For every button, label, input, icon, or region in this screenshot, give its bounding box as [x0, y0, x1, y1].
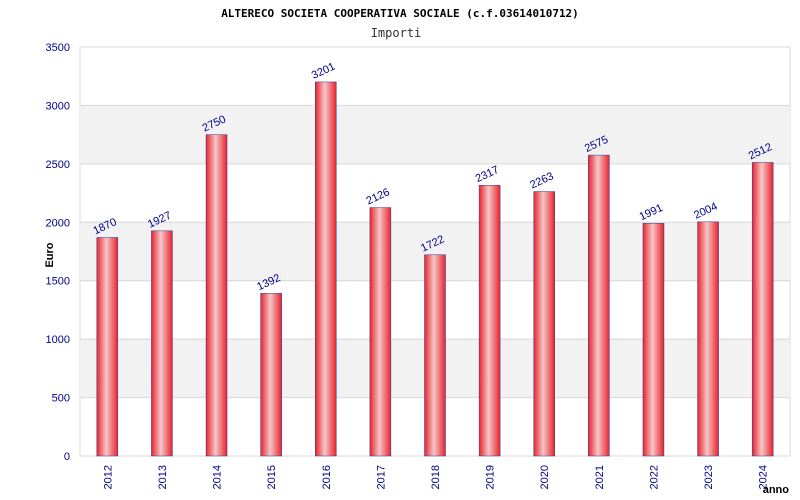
x-tick-label: 2013	[157, 465, 169, 489]
bar-2014	[205, 134, 228, 457]
plot-background	[79, 46, 791, 457]
chart-subtitle: Importi	[371, 26, 422, 40]
x-tick-label: 2021	[594, 465, 606, 489]
bar-2023	[697, 221, 719, 457]
grid-band	[80, 105, 790, 164]
y-tick-label: 3500	[46, 42, 70, 54]
y-tick-label: 0	[64, 451, 70, 463]
chart-title: ALTERECO SOCIETA COOPERATIVA SOCIALE (c.…	[221, 7, 579, 20]
x-tick-label: 2017	[375, 465, 387, 489]
bar-2020	[533, 191, 555, 457]
y-tick-label: 500	[52, 393, 70, 405]
y-axis-label: Euro	[44, 242, 56, 267]
x-tick-label: 2015	[266, 465, 278, 489]
bar-2018	[424, 254, 446, 457]
bar-2024	[751, 162, 774, 457]
x-tick-label: 2019	[485, 465, 497, 489]
y-tick-label: 1500	[46, 276, 70, 288]
bar-2022	[642, 223, 665, 457]
bar-2015	[260, 293, 282, 457]
bar-2021	[588, 154, 610, 457]
x-tick-label: 2022	[648, 465, 660, 489]
x-axis-label: anno	[763, 484, 790, 496]
x-tick-label: 2014	[212, 465, 224, 489]
bar-2016	[315, 81, 337, 457]
y-tick-label: 1000	[46, 334, 70, 346]
x-tick-label: 2023	[703, 465, 715, 489]
x-tick-label: 2024	[758, 465, 770, 489]
y-axis-ticks: 0 500 1000 1500 2000 2500 3000 3500	[46, 42, 70, 463]
bar-2017	[369, 207, 392, 457]
x-tick-label: 2012	[102, 465, 114, 489]
x-tick-label: 2016	[321, 465, 333, 489]
y-tick-label: 2000	[46, 217, 70, 229]
x-axis-ticks: 2012 2013 2014 2015 2016 2017 2018 2019 2020 2021…	[102, 465, 769, 489]
bar-2012	[96, 237, 119, 457]
x-tick-label: 2018	[430, 465, 442, 489]
bar-2019	[478, 184, 501, 457]
x-tick-label: 2020	[539, 465, 551, 489]
bars	[96, 81, 774, 457]
bar-2013	[151, 230, 173, 457]
y-tick-label: 3000	[46, 100, 70, 112]
y-tick-label: 2500	[46, 159, 70, 171]
